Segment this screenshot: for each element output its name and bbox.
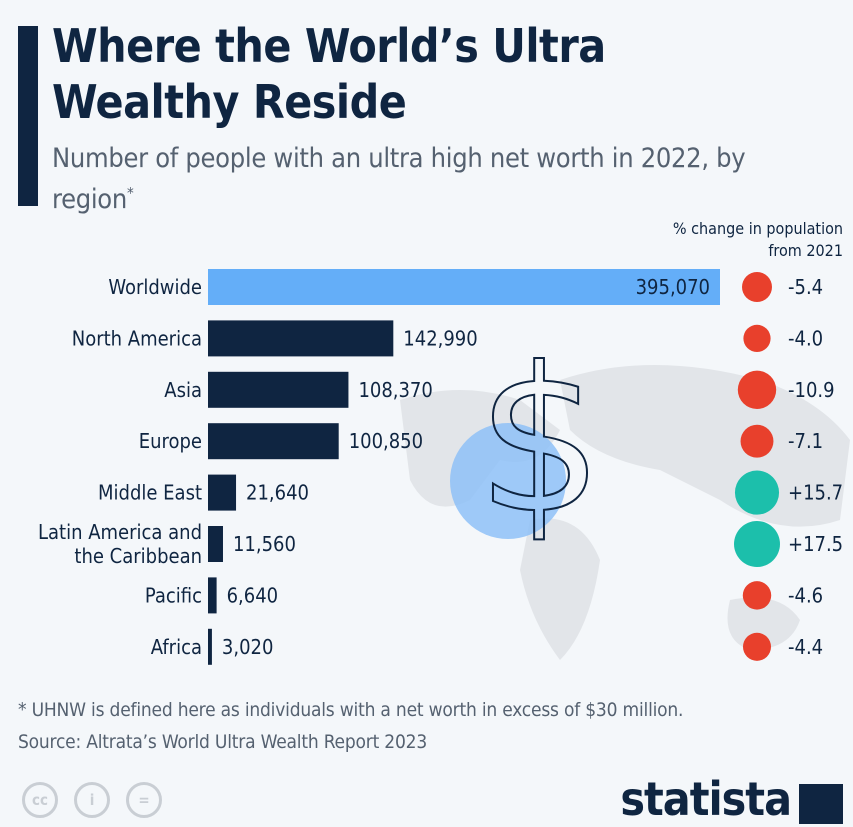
bar: [208, 628, 212, 665]
change-label: -4.6: [788, 583, 823, 607]
change-bubble: [734, 521, 780, 567]
change-header-line1: % change in population: [672, 219, 843, 238]
source: Source: Altrata’s World Ultra Wealth Rep…: [18, 731, 428, 753]
change-bubble: [742, 632, 772, 661]
category-label: Latin America and: [38, 520, 202, 544]
decorative-circle: [450, 423, 566, 539]
value-label: 21,640: [246, 481, 309, 505]
change-label: +17.5: [788, 532, 843, 556]
value-label: 3,020: [222, 635, 273, 659]
value-label: 395,070: [636, 275, 710, 299]
category-label: Africa: [151, 635, 202, 659]
change-column-header: % change in population from 2021: [673, 218, 843, 262]
category-label: North America: [72, 326, 202, 350]
category-label: Europe: [139, 429, 202, 453]
bar: [208, 526, 223, 562]
change-bubble: [743, 324, 771, 352]
statista-logo[interactable]: statista: [620, 772, 792, 826]
change-label: -10.9: [788, 378, 835, 402]
chart-subtitle: Number of people with an ultra high net …: [52, 142, 812, 217]
bar: [208, 371, 349, 408]
dollar-sign-icon: $: [476, 325, 603, 558]
footnote: * UHNW is defined here as individuals wi…: [18, 699, 684, 721]
attribution-icon[interactable]: i: [74, 782, 110, 818]
category-label: Worldwide: [108, 275, 202, 299]
change-label: +15.7: [788, 481, 843, 505]
change-header-line2: from 2021: [768, 241, 843, 260]
value-label: 142,990: [403, 326, 477, 350]
change-label: -5.4: [788, 275, 823, 299]
value-label: 100,850: [349, 429, 423, 453]
statista-logo-mark: [799, 784, 843, 824]
change-bubble: [742, 272, 772, 302]
category-label: Asia: [164, 378, 202, 402]
subtitle-asterisk: *: [126, 184, 134, 202]
category-label: Middle East: [98, 481, 202, 505]
change-label: -7.1: [788, 429, 823, 453]
category-label: the Caribbean: [74, 544, 202, 568]
bar: [208, 423, 339, 460]
bar: [208, 577, 217, 614]
chart-title: Where the World’s Ultra Wealthy Reside: [52, 19, 606, 129]
bar: [208, 269, 720, 305]
change-label: -4.0: [788, 326, 823, 350]
bar: [208, 320, 394, 357]
value-label: 108,370: [358, 378, 432, 402]
value-label: 6,640: [227, 583, 279, 607]
change-bubble: [742, 581, 772, 610]
title-accent-bar: [18, 26, 38, 206]
value-label: 11,560: [233, 532, 296, 556]
change-bubble: [737, 370, 777, 409]
no-derivatives-icon[interactable]: =: [126, 782, 162, 818]
change-bubble: [734, 470, 780, 515]
category-label: Pacific: [145, 583, 202, 607]
subtitle-text: Number of people with an ultra high net …: [52, 143, 746, 215]
cc-icon[interactable]: cc: [22, 782, 58, 818]
change-label: -4.4: [788, 635, 823, 659]
change-bubble: [740, 424, 774, 458]
bar: [208, 474, 237, 511]
bar-chart: $ Worldwide 395,070 -5.4 North America 142,9…: [38, 269, 850, 665]
